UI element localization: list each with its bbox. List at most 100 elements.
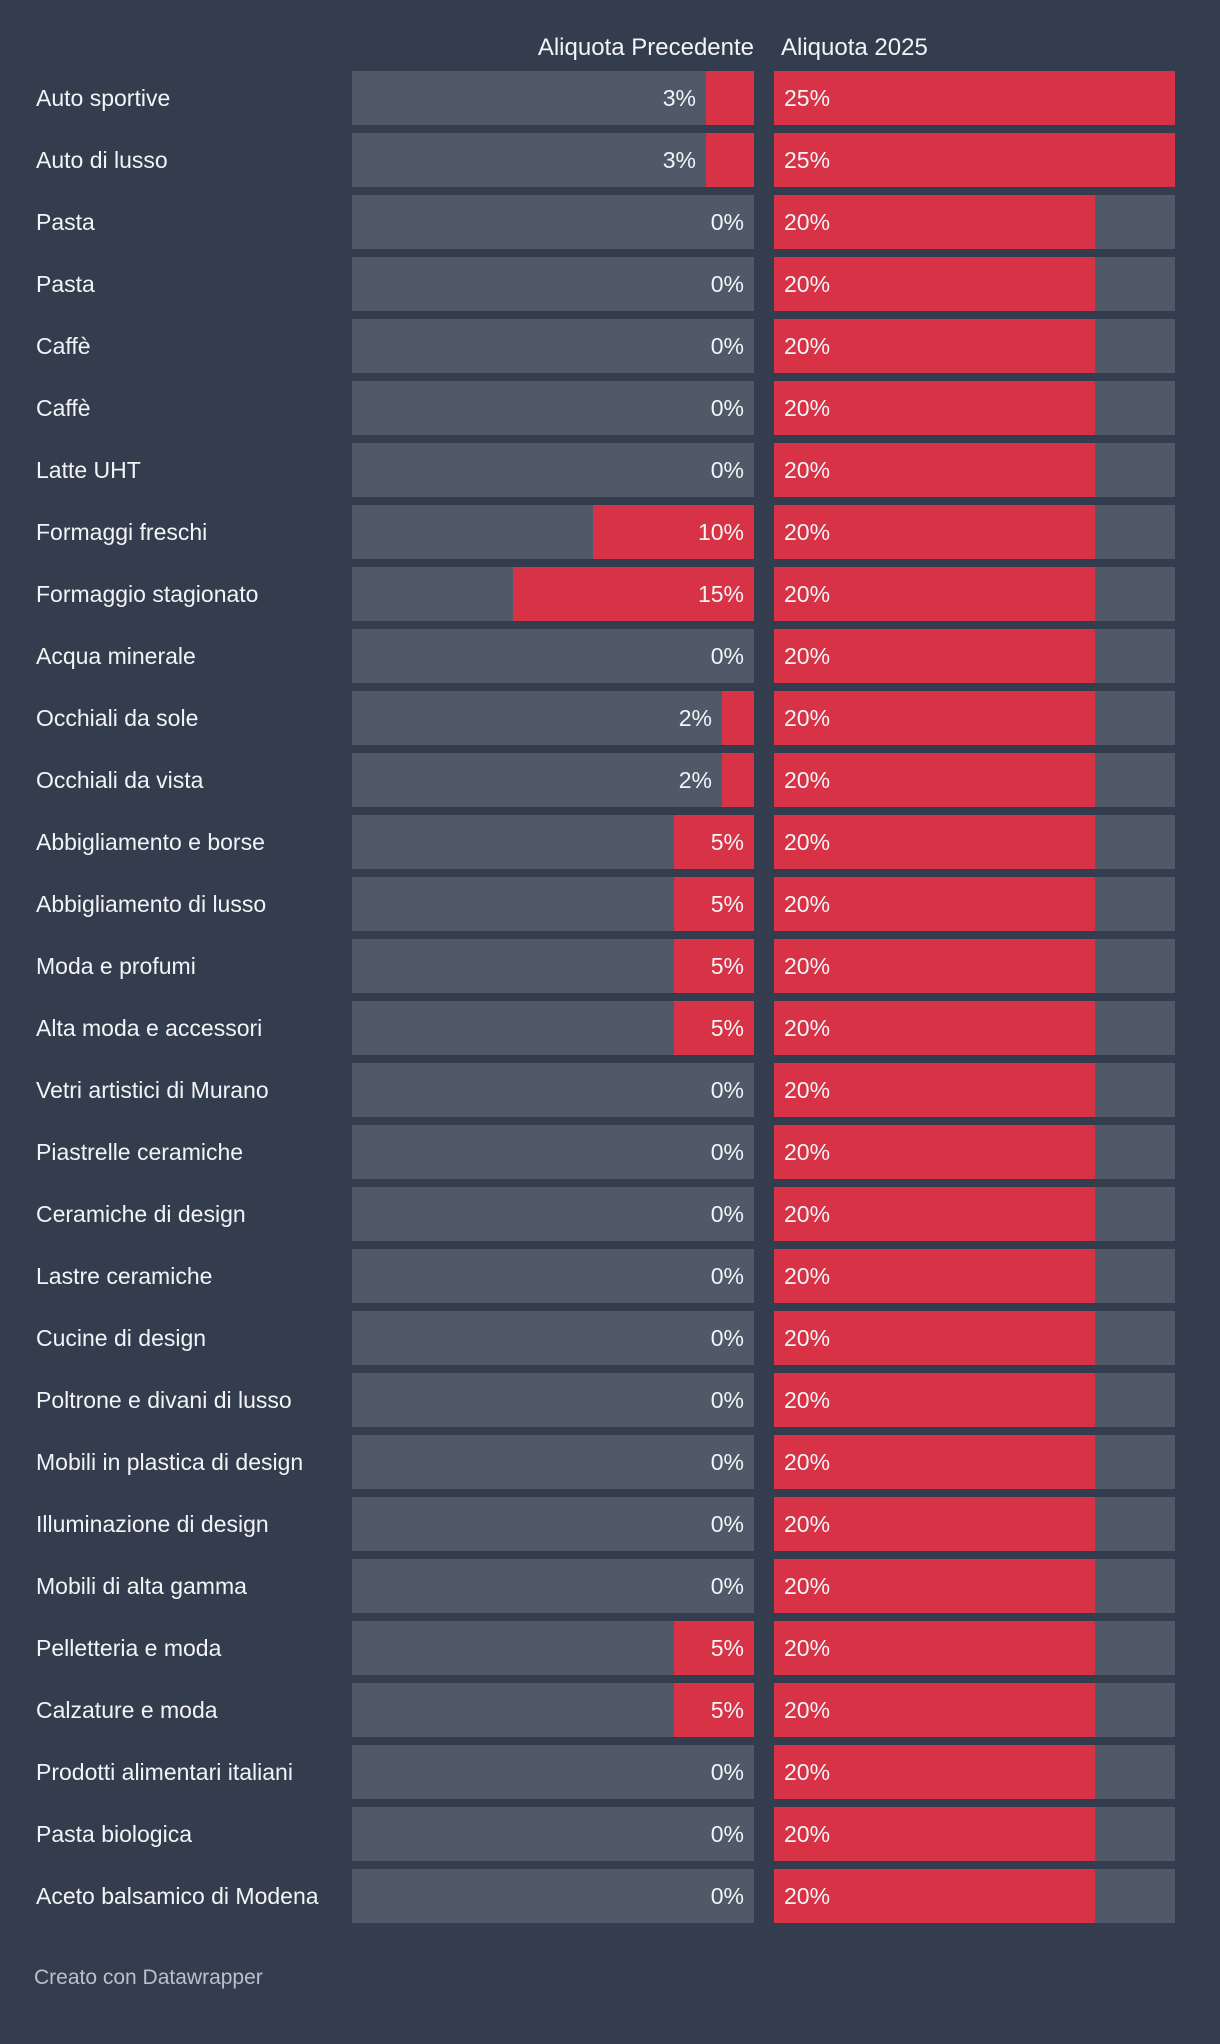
bar-row: Prodotti alimentari italiani 0% 20% xyxy=(0,1745,1220,1799)
rate-2025-track: 20% xyxy=(774,1187,1175,1241)
previous-rate-value: 5% xyxy=(710,1697,744,1723)
bar-row: Cucine di design 0% 20% xyxy=(0,1311,1220,1365)
previous-rate-bar xyxy=(674,815,754,869)
rate-2025-track: 20% xyxy=(774,1807,1175,1861)
previous-rate-value: 5% xyxy=(710,829,744,855)
rate-2025-value: 20% xyxy=(784,1263,831,1289)
previous-rate-bar xyxy=(706,133,754,187)
rate-2025-bar xyxy=(774,1373,1095,1427)
category-label: Occhiali da vista xyxy=(36,767,204,793)
rate-2025-bar xyxy=(774,319,1095,373)
previous-rate-value: 5% xyxy=(710,891,744,917)
bar-row: Calzature e moda 5% 20% xyxy=(0,1683,1220,1737)
bar-row: Abbigliamento di lusso 5% 20% xyxy=(0,877,1220,931)
category-label: Acqua minerale xyxy=(36,643,196,669)
previous-rate-value: 0% xyxy=(710,1387,744,1413)
category-label: Poltrone e divani di lusso xyxy=(36,1387,292,1413)
previous-rate-track: 3% xyxy=(352,71,754,125)
bar-row: Piastrelle ceramiche 0% 20% xyxy=(0,1125,1220,1179)
previous-rate-value: 0% xyxy=(710,1449,744,1475)
previous-rate-track: 0% xyxy=(352,1311,754,1365)
rate-2025-bar xyxy=(774,1311,1095,1365)
rate-2025-value: 20% xyxy=(784,953,831,979)
datawrapper-credit: Creato con Datawrapper xyxy=(34,1966,263,1989)
bar-row: Ceramiche di design 0% 20% xyxy=(0,1187,1220,1241)
category-label: Pasta biologica xyxy=(36,1821,192,1847)
category-label: Pelletteria e moda xyxy=(36,1635,222,1661)
category-label: Alta moda e accessori xyxy=(36,1015,263,1041)
rate-2025-bar xyxy=(774,1435,1095,1489)
bar-row: Formaggi freschi 10% 20% xyxy=(0,505,1220,559)
rate-2025-bar xyxy=(774,1683,1095,1737)
previous-rate-bar xyxy=(674,1001,754,1055)
rate-2025-bar xyxy=(774,1745,1095,1799)
bar-row: Pasta 0% 20% xyxy=(0,195,1220,249)
bar-row: Latte UHT 0% 20% xyxy=(0,443,1220,497)
bar-row: Pasta 0% 20% xyxy=(0,257,1220,311)
rate-2025-track: 20% xyxy=(774,1125,1175,1179)
previous-rate-value: 0% xyxy=(710,1201,744,1227)
rate-2025-track: 20% xyxy=(774,629,1175,683)
bar-row: Illuminazione di design 0% 20% xyxy=(0,1497,1220,1551)
category-label: Calzature e moda xyxy=(36,1697,218,1723)
previous-rate-track: 0% xyxy=(352,1497,754,1551)
previous-rate-track: 3% xyxy=(352,133,754,187)
rate-2025-bar xyxy=(774,1125,1095,1179)
previous-rate-bar xyxy=(722,691,754,745)
previous-rate-value: 0% xyxy=(710,1759,744,1785)
rate-2025-track: 20% xyxy=(774,381,1175,435)
previous-rate-value: 5% xyxy=(710,1635,744,1661)
rate-2025-track: 20% xyxy=(774,1001,1175,1055)
rate-2025-bar xyxy=(774,691,1095,745)
previous-rate-track: 0% xyxy=(352,1249,754,1303)
rate-2025-track: 20% xyxy=(774,195,1175,249)
rate-2025-track: 20% xyxy=(774,753,1175,807)
rate-2025-value: 20% xyxy=(784,1883,831,1909)
rate-2025-value: 20% xyxy=(784,1573,831,1599)
rate-2025-value: 20% xyxy=(784,643,831,669)
rate-2025-value: 20% xyxy=(784,395,831,421)
rate-2025-value: 20% xyxy=(784,829,831,855)
previous-rate-value: 5% xyxy=(710,953,744,979)
previous-rate-value: 2% xyxy=(678,705,712,731)
rate-2025-track: 20% xyxy=(774,815,1175,869)
rate-2025-bar xyxy=(774,1497,1095,1551)
previous-rate-value: 5% xyxy=(710,1015,744,1041)
rate-2025-bar xyxy=(774,381,1095,435)
previous-rate-value: 0% xyxy=(710,1077,744,1103)
previous-rate-track: 0% xyxy=(352,319,754,373)
previous-rate-track: 0% xyxy=(352,629,754,683)
previous-rate-track: 0% xyxy=(352,1745,754,1799)
previous-rate-value: 0% xyxy=(710,457,744,483)
previous-rate-track: 0% xyxy=(352,1125,754,1179)
rate-2025-value: 25% xyxy=(784,85,831,111)
category-label: Auto sportive xyxy=(36,85,171,111)
category-label: Caffè xyxy=(36,333,91,359)
previous-rate-value: 10% xyxy=(697,519,744,545)
rate-2025-value: 20% xyxy=(784,705,831,731)
previous-rate-value: 0% xyxy=(710,1139,744,1165)
previous-rate-value: 0% xyxy=(710,1821,744,1847)
rate-2025-track: 20% xyxy=(774,1497,1175,1551)
rate-2025-value: 20% xyxy=(784,1387,831,1413)
bar-row: Pasta biologica 0% 20% xyxy=(0,1807,1220,1861)
previous-rate-track: 0% xyxy=(352,1373,754,1427)
previous-rate-track: 0% xyxy=(352,1187,754,1241)
bar-row: Caffè 0% 20% xyxy=(0,319,1220,373)
rate-2025-bar xyxy=(774,629,1095,683)
category-label: Ceramiche di design xyxy=(36,1201,246,1227)
rate-2025-bar xyxy=(774,443,1095,497)
rate-2025-bar xyxy=(774,567,1095,621)
previous-rate-track: 0% xyxy=(352,1807,754,1861)
category-label: Aceto balsamico di Modena xyxy=(36,1883,319,1909)
rate-2025-track: 25% xyxy=(774,133,1175,187)
rate-2025-value: 20% xyxy=(784,767,831,793)
previous-rate-value: 3% xyxy=(662,85,696,111)
category-label: Abbigliamento e borse xyxy=(36,829,265,855)
category-label: Vetri artistici di Murano xyxy=(36,1077,269,1103)
category-label: Occhiali da sole xyxy=(36,705,199,731)
previous-rate-track: 5% xyxy=(352,877,754,931)
previous-rate-track: 5% xyxy=(352,1001,754,1055)
previous-rate-track: 5% xyxy=(352,1621,754,1675)
previous-rate-bar xyxy=(593,505,754,559)
